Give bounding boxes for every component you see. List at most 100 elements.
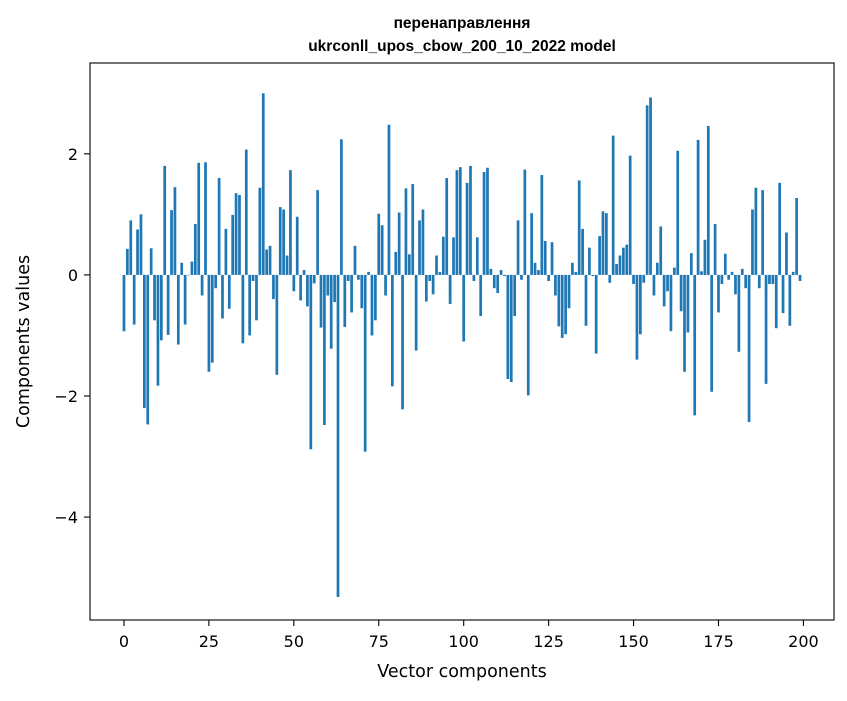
bar	[282, 209, 285, 275]
bar	[132, 274, 136, 325]
bar	[513, 274, 517, 317]
y-tick-label: 2	[68, 145, 78, 164]
bar	[316, 190, 319, 275]
bar	[244, 149, 248, 275]
bar	[788, 274, 792, 326]
bar	[173, 187, 177, 275]
bar	[737, 274, 741, 352]
bar	[452, 237, 455, 275]
bar	[622, 247, 625, 275]
bar	[251, 274, 255, 281]
bars-layer	[122, 93, 802, 597]
bar	[791, 271, 795, 275]
bar	[387, 124, 391, 275]
bar	[374, 274, 377, 321]
bar	[530, 213, 533, 275]
bar	[509, 274, 513, 383]
bar	[421, 209, 425, 275]
x-tick-label: 175	[703, 632, 734, 651]
bar	[635, 274, 639, 360]
bar	[258, 187, 262, 275]
bar	[149, 248, 153, 275]
bar	[424, 274, 428, 302]
bar	[520, 274, 523, 280]
bar	[689, 253, 693, 275]
bar	[367, 271, 370, 275]
bar	[302, 270, 306, 275]
bar	[380, 225, 384, 275]
bar	[336, 274, 340, 597]
bar	[159, 274, 163, 341]
bar	[652, 274, 656, 296]
bar	[193, 224, 197, 275]
x-tick-label: 150	[618, 632, 649, 651]
bar	[537, 270, 540, 275]
bar	[350, 274, 353, 313]
bar	[774, 274, 778, 329]
bar	[625, 244, 629, 275]
bar	[238, 194, 241, 275]
bar	[306, 274, 309, 307]
bar	[706, 125, 710, 275]
bar	[319, 274, 323, 328]
chart-title-line2: ukrconll_upos_cbow_200_10_2022 model	[308, 38, 616, 55]
bar	[540, 175, 544, 275]
bar	[730, 271, 734, 275]
bar	[180, 262, 184, 275]
bar	[200, 274, 204, 296]
bar	[285, 255, 289, 275]
bar	[312, 274, 316, 284]
y-tick-label: −2	[54, 387, 78, 406]
bar	[448, 274, 452, 304]
bar	[639, 274, 642, 335]
bar	[676, 150, 680, 275]
bar	[628, 155, 632, 275]
bar	[438, 271, 442, 275]
bar	[577, 180, 581, 275]
x-tick-label: 50	[284, 632, 304, 651]
bar	[785, 232, 788, 275]
bar	[734, 274, 737, 295]
bar	[391, 274, 394, 387]
bar	[261, 93, 265, 275]
bar	[581, 228, 584, 275]
y-tick-label: −4	[54, 508, 78, 527]
bar	[272, 274, 275, 300]
bar	[248, 274, 252, 336]
bar	[214, 274, 218, 289]
bar	[571, 262, 574, 275]
bar	[754, 187, 758, 275]
bar	[227, 274, 231, 309]
bar	[496, 274, 500, 294]
bar	[183, 274, 187, 325]
bar	[357, 274, 360, 280]
bar	[554, 274, 557, 296]
bar	[798, 274, 802, 281]
bar	[533, 262, 537, 275]
bar	[207, 274, 211, 372]
bar	[703, 239, 707, 275]
bar	[309, 274, 313, 450]
y-axis-label: Components values	[14, 255, 34, 428]
bar	[353, 245, 357, 275]
bar	[560, 274, 564, 338]
bar	[445, 178, 449, 275]
bar	[655, 262, 659, 275]
bar	[469, 165, 472, 275]
bar	[241, 274, 245, 344]
bar	[122, 274, 126, 332]
bar	[740, 268, 744, 275]
bar	[326, 274, 330, 296]
bar	[343, 274, 347, 327]
bar	[166, 274, 170, 335]
bar	[632, 274, 635, 284]
bar	[397, 212, 401, 275]
bar	[564, 274, 567, 335]
bar	[197, 162, 201, 275]
x-tick-label: 100	[448, 632, 479, 651]
bar	[346, 274, 350, 281]
plot-area-frame	[89, 62, 835, 621]
bar	[693, 274, 697, 416]
bar	[744, 274, 748, 289]
